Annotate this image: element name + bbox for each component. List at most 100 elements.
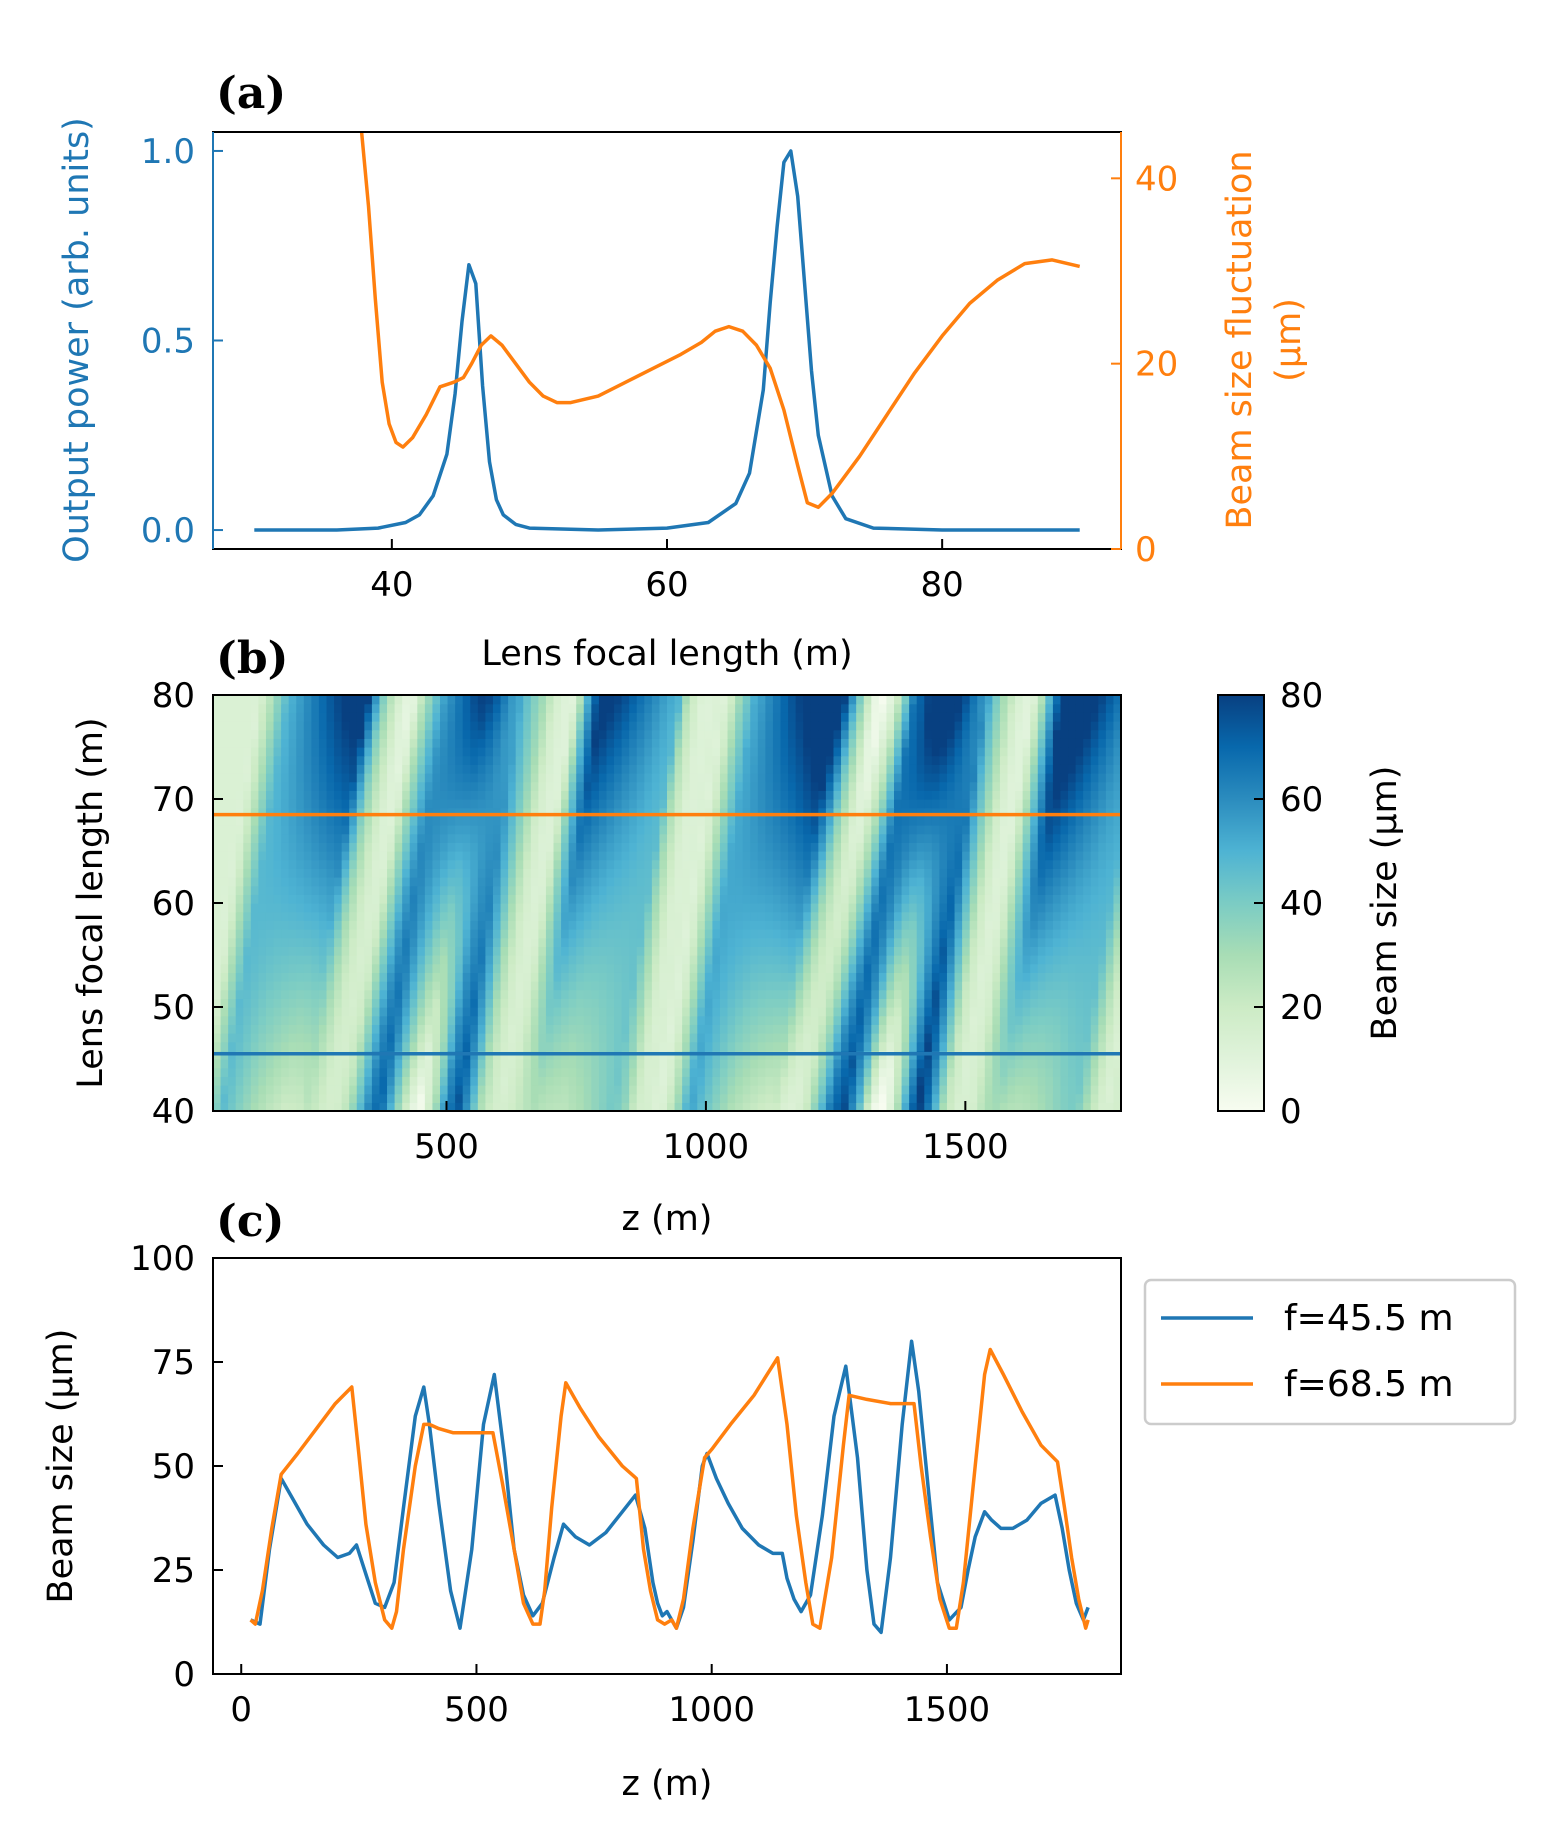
heatmap-cell	[735, 903, 744, 913]
heatmap-cell	[417, 946, 426, 956]
heatmap-cell	[825, 833, 835, 843]
heatmap-cell	[213, 764, 222, 774]
heatmap-cell	[712, 1007, 721, 1017]
heatmap-cell	[523, 937, 532, 947]
heatmap-cell	[462, 877, 471, 887]
heatmap-cell	[523, 877, 532, 887]
heatmap-cell	[455, 929, 464, 939]
heatmap-cell	[523, 955, 532, 965]
heatmap-cell	[735, 790, 744, 800]
heatmap-cell	[651, 1093, 661, 1103]
heatmap-cell	[954, 764, 963, 774]
heatmap-cell	[235, 833, 244, 843]
heatmap-cell	[916, 920, 925, 930]
heatmap-cell	[750, 963, 759, 973]
heatmap-cell	[1052, 1007, 1062, 1017]
heatmap-cell	[689, 859, 698, 869]
heatmap-cell	[530, 781, 539, 791]
heatmap-cell	[470, 903, 479, 913]
heatmap-cell	[1075, 1059, 1084, 1069]
heatmap-cell	[1052, 963, 1062, 973]
heatmap-cell	[349, 859, 358, 869]
heatmap-cell	[432, 1024, 441, 1034]
heatmap-cell	[250, 859, 259, 869]
heatmap-cell	[1105, 946, 1115, 956]
heatmap-cell	[500, 755, 509, 765]
heatmap-cell	[878, 807, 888, 817]
heatmap-cell	[946, 868, 956, 878]
heatmap-cell	[235, 920, 244, 930]
heatmap-cell	[561, 1067, 570, 1077]
heatmap-cell	[379, 1033, 388, 1043]
heatmap-cell	[440, 1093, 449, 1103]
heatmap-cell	[697, 1085, 706, 1095]
heatmap-cell	[1022, 1007, 1031, 1017]
heatmap-cell	[379, 989, 388, 999]
heatmap-cell	[303, 1033, 312, 1043]
heatmap-cell	[440, 1033, 449, 1043]
heatmap-cell	[394, 825, 403, 835]
heatmap-cell	[523, 790, 532, 800]
heatmap-cell	[719, 773, 729, 783]
heatmap-cell	[833, 937, 842, 947]
heatmap-cell	[568, 1015, 577, 1025]
heatmap-cell	[977, 989, 986, 999]
heatmap-cell	[492, 790, 502, 800]
heatmap-cell	[886, 816, 895, 826]
heatmap-cell	[916, 842, 925, 852]
heatmap-cell	[258, 833, 267, 843]
heatmap-cell	[1105, 1041, 1115, 1051]
heatmap-cell	[1090, 1093, 1099, 1103]
heatmap-cell	[492, 816, 502, 826]
heatmap-cell	[810, 920, 819, 930]
heatmap-cell	[916, 781, 925, 791]
heatmap-cell	[946, 1024, 956, 1034]
heatmap-cell	[545, 955, 555, 965]
heatmap-cell	[379, 755, 388, 765]
heatmap-cell	[719, 842, 729, 852]
heatmap-cell	[909, 842, 918, 852]
heatmap-cell	[1113, 894, 1122, 904]
heatmap-cell	[409, 1007, 418, 1017]
heatmap-cell	[1045, 833, 1054, 843]
heatmap-cell	[265, 920, 275, 930]
heatmap-cell	[583, 929, 592, 939]
heatmap-cell	[757, 989, 766, 999]
heatmap-cell	[281, 799, 290, 809]
heatmap-cell	[492, 1007, 502, 1017]
heatmap-cell	[1060, 1007, 1069, 1017]
heatmap-cell	[848, 920, 857, 930]
heatmap-cell	[1060, 981, 1069, 991]
heatmap-cell	[387, 963, 396, 973]
heatmap-cell	[1105, 807, 1115, 817]
heatmap-cell	[924, 1041, 933, 1051]
heatmap-cell	[213, 816, 222, 826]
heatmap-cell	[1015, 1041, 1024, 1051]
heatmap-cell	[311, 972, 320, 982]
heatmap-cell	[697, 1067, 706, 1077]
heatmap-cell	[1052, 946, 1062, 956]
heatmap-cell	[810, 894, 819, 904]
heatmap-cell	[258, 894, 267, 904]
heatmap-cell	[682, 764, 691, 774]
heatmap-cell	[856, 773, 865, 783]
heatmap-cell	[1030, 1007, 1039, 1017]
heatmap-cell	[795, 859, 804, 869]
heatmap-cell	[1060, 920, 1069, 930]
heatmap-cell	[1022, 790, 1031, 800]
heatmap-cell	[265, 1024, 275, 1034]
heatmap-cell	[1037, 1059, 1046, 1069]
heatmap-cell	[591, 825, 600, 835]
heatmap-cell	[553, 807, 562, 817]
heatmap-cell	[250, 790, 259, 800]
heatmap-cell	[409, 1085, 418, 1095]
heatmap-cell	[833, 1102, 842, 1112]
heatmap-cell	[614, 764, 623, 774]
heatmap-cell	[825, 885, 835, 895]
heatmap-cell	[1045, 790, 1054, 800]
heatmap-cell	[1083, 955, 1092, 965]
heatmap-cell	[545, 877, 555, 887]
heatmap-cell	[894, 868, 903, 878]
heatmap-cell	[1105, 911, 1115, 921]
heatmap-cell	[606, 1041, 615, 1051]
